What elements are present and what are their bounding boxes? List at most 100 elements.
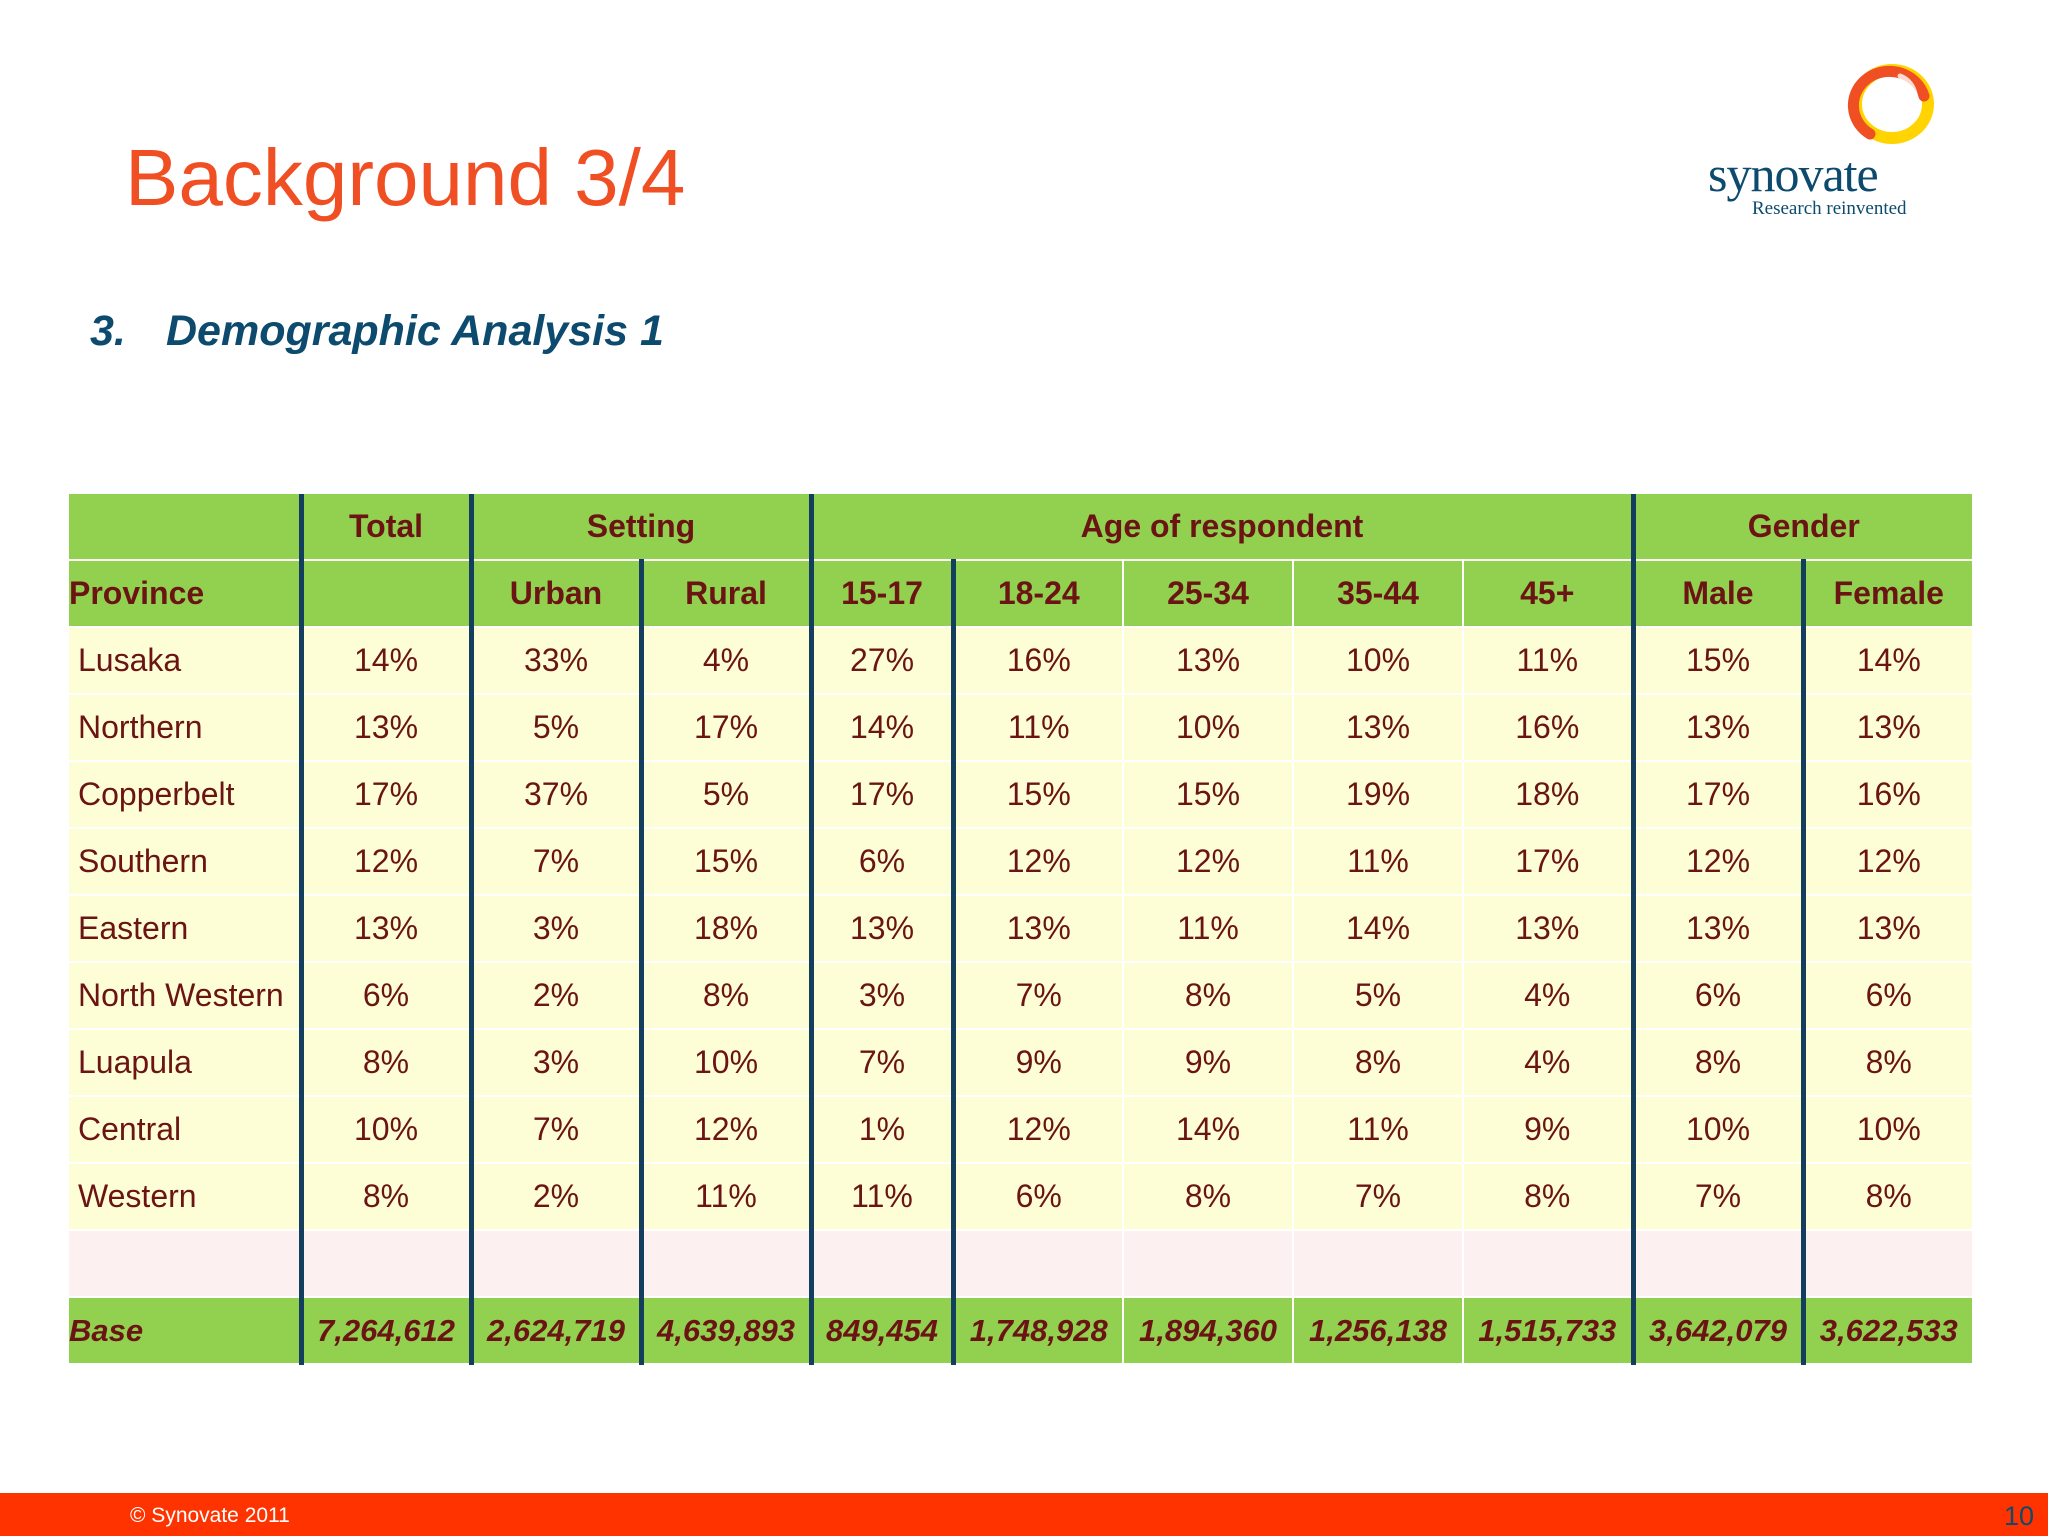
spacer-cell — [638, 1230, 812, 1298]
table-cell: 8% — [1630, 1029, 1804, 1097]
table-cell: 11% — [1463, 627, 1634, 695]
base-cell: 3,622,533 — [1800, 1297, 1974, 1365]
table-cell: 17% — [298, 761, 472, 829]
sub-header-row: Province Urban Rural 15-17 18-24 25-34 3… — [69, 560, 1974, 628]
table-cell: 2% — [468, 962, 642, 1030]
table-cell: 11% — [808, 1163, 954, 1231]
table-cell: 14% — [1123, 1096, 1294, 1164]
table-cell: 13% — [1630, 895, 1804, 963]
table-cell: 3% — [808, 962, 954, 1030]
spacer-cell — [1800, 1230, 1974, 1298]
spacer-cell — [69, 1230, 302, 1298]
page-number: 10 — [2004, 1501, 2035, 1531]
synovate-logo: synovate Research reinvented — [1700, 60, 1950, 230]
table-cell: 33% — [468, 627, 642, 695]
table-cell: 7% — [808, 1029, 954, 1097]
table-cell: 13% — [1800, 895, 1974, 963]
table-cell: 12% — [298, 828, 472, 896]
table-cell: 18% — [1463, 761, 1634, 829]
table-cell: 8% — [298, 1163, 472, 1231]
table-cell: 3% — [468, 895, 642, 963]
spacer-cell — [1123, 1230, 1294, 1298]
logo-wordmark: synovate — [1708, 146, 1879, 202]
table-cell: 9% — [950, 1029, 1124, 1097]
table-cell: 14% — [1293, 895, 1464, 963]
table-cell: 8% — [1293, 1029, 1464, 1097]
table-cell: 4% — [1463, 1029, 1634, 1097]
province-name: North Western — [69, 962, 302, 1030]
table-cell: 13% — [1123, 627, 1294, 695]
table-row: Southern 12% 7% 15% 6% 12% 12% 11% 17% 12% 12% — [69, 828, 1974, 896]
table-cell: 10% — [1293, 627, 1464, 695]
section-number: 3. — [90, 307, 126, 355]
table-cell: 5% — [1293, 962, 1464, 1030]
table-cell: 13% — [298, 694, 472, 762]
table-cell: 15% — [1123, 761, 1294, 829]
table-cell: 15% — [1630, 627, 1804, 695]
table-cell: 13% — [1800, 694, 1974, 762]
table-cell: 12% — [1123, 828, 1294, 896]
table-cell: 4% — [1463, 962, 1634, 1030]
table-cell: 8% — [1463, 1163, 1634, 1231]
demographic-table: Total Setting Age of respondent Gender P… — [69, 494, 1974, 1365]
table-cell: 10% — [1630, 1096, 1804, 1164]
table-cell: 13% — [1630, 694, 1804, 762]
table-cell: 5% — [468, 694, 642, 762]
section-heading-text: Demographic Analysis 1 — [166, 307, 664, 355]
table-cell: 11% — [1293, 1096, 1464, 1164]
province-name: Lusaka — [69, 627, 302, 695]
table-cell: 10% — [1123, 694, 1294, 762]
group-header-gender: Gender — [1630, 494, 1974, 561]
table-cell: 14% — [1800, 627, 1974, 695]
base-cell: 1,515,733 — [1463, 1297, 1634, 1365]
spacer-cell — [468, 1230, 642, 1298]
base-cell: 849,454 — [808, 1297, 954, 1365]
table-cell: 16% — [1800, 761, 1974, 829]
table-cell: 7% — [468, 828, 642, 896]
spacer-cell — [298, 1230, 472, 1298]
group-header-row: Total Setting Age of respondent Gender — [69, 494, 1974, 561]
table-cell: 17% — [1463, 828, 1634, 896]
table-row: Northern 13% 5% 17% 14% 11% 10% 13% 16% 13% 13% — [69, 694, 1974, 762]
table-row: Lusaka 14% 33% 4% 27% 16% 13% 10% 11% 15% 14% — [69, 627, 1974, 695]
table-cell: 12% — [950, 1096, 1124, 1164]
column-header-female: Female — [1800, 560, 1974, 628]
table-cell: 6% — [808, 828, 954, 896]
table-cell: 6% — [298, 962, 472, 1030]
table-row: Copperbelt 17% 37% 5% 17% 15% 15% 19% 18% 17% 16% — [69, 761, 1974, 829]
table-cell: 27% — [808, 627, 954, 695]
table-cell: 13% — [298, 895, 472, 963]
column-header-rural: Rural — [638, 560, 812, 628]
table-cell: 9% — [1123, 1029, 1294, 1097]
table-cell: 16% — [1463, 694, 1634, 762]
group-header-setting: Setting — [468, 494, 812, 561]
table-cell: 8% — [298, 1029, 472, 1097]
column-header-45-plus: 45+ — [1463, 560, 1634, 628]
province-name: Western — [69, 1163, 302, 1231]
base-cell: 1,256,138 — [1293, 1297, 1464, 1365]
group-header-age: Age of respondent — [808, 494, 1634, 561]
table-cell: 11% — [638, 1163, 812, 1231]
logo-tagline: Research reinvented — [1752, 198, 1907, 219]
column-header-35-44: 35-44 — [1293, 560, 1464, 628]
table-cell: 6% — [950, 1163, 1124, 1231]
table-cell: 17% — [808, 761, 954, 829]
table-cell: 10% — [638, 1029, 812, 1097]
table-row: Luapula 8% 3% 10% 7% 9% 9% 8% 4% 8% 8% — [69, 1029, 1974, 1097]
table-row: North Western 6% 2% 8% 3% 7% 8% 5% 4% 6% 6% — [69, 962, 1974, 1030]
section-heading: 3. Demographic Analysis 1 — [90, 310, 664, 353]
table-cell: 12% — [950, 828, 1124, 896]
spacer-cell — [1293, 1230, 1464, 1298]
base-cell: 1,894,360 — [1123, 1297, 1294, 1365]
base-cell: 3,642,079 — [1630, 1297, 1804, 1365]
spacer-row — [69, 1230, 1974, 1298]
table-cell: 17% — [638, 694, 812, 762]
column-header-15-17: 15-17 — [808, 560, 954, 628]
table-cell: 3% — [468, 1029, 642, 1097]
footer-bar: © Synovate 2011 10 — [0, 1493, 2048, 1536]
table-cell: 15% — [950, 761, 1124, 829]
copyright-text: © Synovate 2011 — [130, 1504, 290, 1527]
table-cell: 14% — [808, 694, 954, 762]
base-cell: 4,639,893 — [638, 1297, 812, 1365]
base-cell: 2,624,719 — [468, 1297, 642, 1365]
